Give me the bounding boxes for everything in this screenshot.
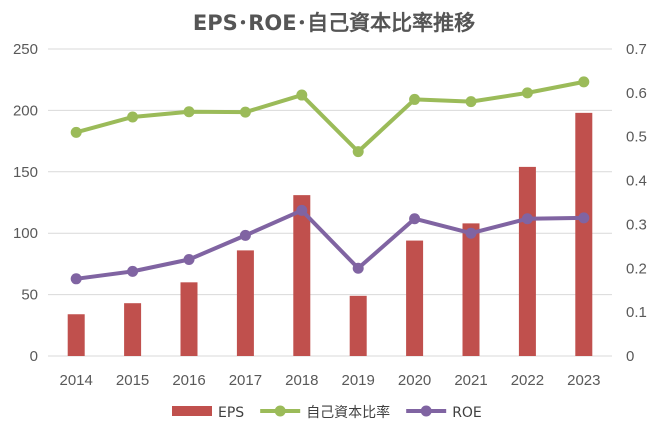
roe-point — [352, 262, 364, 274]
right-axis-tick-label: 0.6 — [626, 85, 647, 102]
x-axis-tick-label: 2018 — [285, 372, 318, 389]
roe-point — [521, 213, 533, 225]
roe-point — [578, 212, 590, 224]
eps-bar — [349, 295, 367, 356]
axis-labels: 0 50 100 150 200 250 0 0.1 0.2 0.3 0.4 0.5 0.6 0.7 201… — [13, 41, 647, 389]
roe-point — [409, 213, 421, 225]
equity-ratio-point — [465, 96, 477, 108]
legend-label-equity-ratio: 自己資本比率 — [306, 404, 390, 421]
roe-point — [183, 254, 195, 266]
eps-bars — [67, 112, 593, 356]
x-axis-tick-label: 2020 — [398, 372, 431, 389]
equity-ratio-point — [578, 76, 590, 88]
roe-point — [296, 204, 308, 216]
x-axis-tick-label: 2019 — [342, 372, 375, 389]
left-axis-tick-label: 250 — [13, 41, 38, 58]
legend-marker-equity-ratio — [274, 405, 286, 417]
equity-ratio-point — [352, 146, 364, 158]
roe-point — [70, 273, 82, 285]
x-axis-tick-label: 2016 — [172, 372, 205, 389]
eps-bar — [518, 166, 536, 356]
eps-bar — [462, 223, 480, 356]
right-axis-tick-label: 0.3 — [626, 216, 647, 233]
left-axis-tick-label: 150 — [13, 164, 38, 181]
x-axis-tick-label: 2022 — [511, 372, 544, 389]
roe-point — [465, 227, 477, 239]
legend-label-eps: EPS — [218, 405, 244, 421]
right-axis-tick-label: 0.4 — [626, 173, 647, 190]
legend-label-roe: ROE — [452, 405, 482, 421]
left-axis-tick-label: 0 — [30, 348, 38, 365]
equity-ratio-point — [239, 106, 251, 118]
roe-line — [74, 208, 586, 281]
line-series — [70, 76, 590, 285]
equity-ratio-point — [127, 111, 139, 123]
right-axis-tick-label: 0.2 — [626, 260, 647, 277]
x-axis-tick-label: 2023 — [567, 372, 600, 389]
eps-bar — [406, 240, 424, 356]
eps-bar — [293, 195, 311, 356]
left-axis-tick-label: 100 — [13, 225, 38, 242]
equity-ratio-line — [74, 79, 586, 154]
eps-bar — [575, 112, 593, 356]
legend-marker-roe — [420, 405, 432, 417]
legend-swatch-eps — [172, 406, 212, 416]
x-axis-tick-label: 2014 — [60, 372, 93, 389]
equity-ratio-point — [70, 126, 82, 138]
right-axis-tick-label: 0 — [626, 348, 634, 365]
right-axis-tick-label: 0.1 — [626, 304, 647, 321]
x-axis-tick-label: 2017 — [229, 372, 262, 389]
x-axis-tick-label: 2021 — [454, 372, 487, 389]
equity-ratio-point — [521, 87, 533, 99]
legend: EPS 自己資本比率 ROE — [172, 404, 482, 421]
left-axis-tick-label: 200 — [13, 102, 38, 119]
gridlines — [48, 48, 612, 357]
right-axis-tick-label: 0.7 — [626, 41, 647, 58]
eps-bar — [67, 314, 85, 356]
equity-ratio-point — [296, 89, 308, 101]
chart-title: EPS･ROE･自己資本比率推移 — [193, 11, 475, 35]
right-axis-tick-label: 0.5 — [626, 129, 647, 146]
equity-ratio-point — [183, 106, 195, 118]
x-axis-tick-label: 2015 — [116, 372, 149, 389]
equity-ratio-point — [409, 93, 421, 105]
roe-point — [239, 229, 251, 241]
roe-point — [127, 265, 139, 277]
eps-bar — [236, 250, 254, 356]
eps-bar — [124, 303, 142, 356]
eps-bar — [180, 282, 198, 356]
left-axis-tick-label: 50 — [21, 287, 38, 304]
